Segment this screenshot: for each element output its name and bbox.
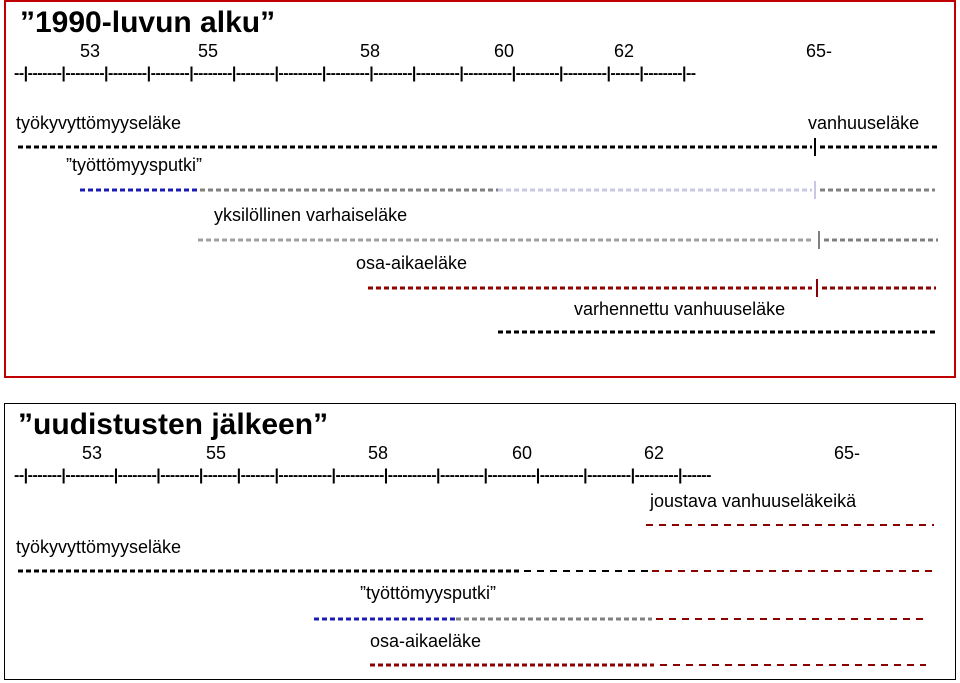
top-panel <box>4 0 956 378</box>
bottom-age-62: 62 <box>644 443 665 463</box>
top-age-65: 65- <box>806 41 833 61</box>
bottom-age-58: 58 <box>368 443 389 463</box>
bottom-age-60: 60 <box>512 443 533 463</box>
bottom-panel <box>4 403 956 680</box>
top-age-60: 60 <box>494 41 515 61</box>
top-label-varhennettu-vanhuuselake: varhennettu vanhuuseläke <box>574 299 786 319</box>
bottom-age-axis: --|-------|----------|--------|--------|… <box>14 468 711 484</box>
top-label-vanhuuselake: vanhuuseläke <box>808 113 920 133</box>
bottom-age-65: 65- <box>834 443 861 463</box>
top-title: ”1990-luvun alku” <box>20 6 276 39</box>
top-age-58: 58 <box>360 41 381 61</box>
bottom-label-joustava-vanhuuselakeika: joustava vanhuuseläkeikä <box>650 491 857 511</box>
top-age-axis: --|-------|--------|--------|--------|--… <box>14 66 696 82</box>
top-age-55: 55 <box>198 41 219 61</box>
bottom-label-osa-aikaelake: osa-aikaeläke <box>370 631 482 651</box>
bottom-age-55: 55 <box>206 443 227 463</box>
top-label-tyokyvyttomyyselake: työkyvyttömyyseläke <box>16 113 182 133</box>
top-age-62: 62 <box>614 41 635 61</box>
top-label-tyottomyysputki: ”työttömyysputki” <box>66 155 203 175</box>
top-age-53: 53 <box>80 41 101 61</box>
top-label-yksilollinen-varhaiselake: yksilöllinen varhaiseläke <box>214 205 408 225</box>
bottom-label-tyottomyysputki: ”työttömyysputki” <box>360 583 497 603</box>
bottom-label-tyokyvyttomyyselake: työkyvyttömyyseläke <box>16 537 182 557</box>
bottom-age-53: 53 <box>82 443 103 463</box>
top-label-osa-aikaelake: osa-aikaeläke <box>356 253 468 273</box>
bottom-title: ”uudistusten jälkeen” <box>18 408 329 441</box>
